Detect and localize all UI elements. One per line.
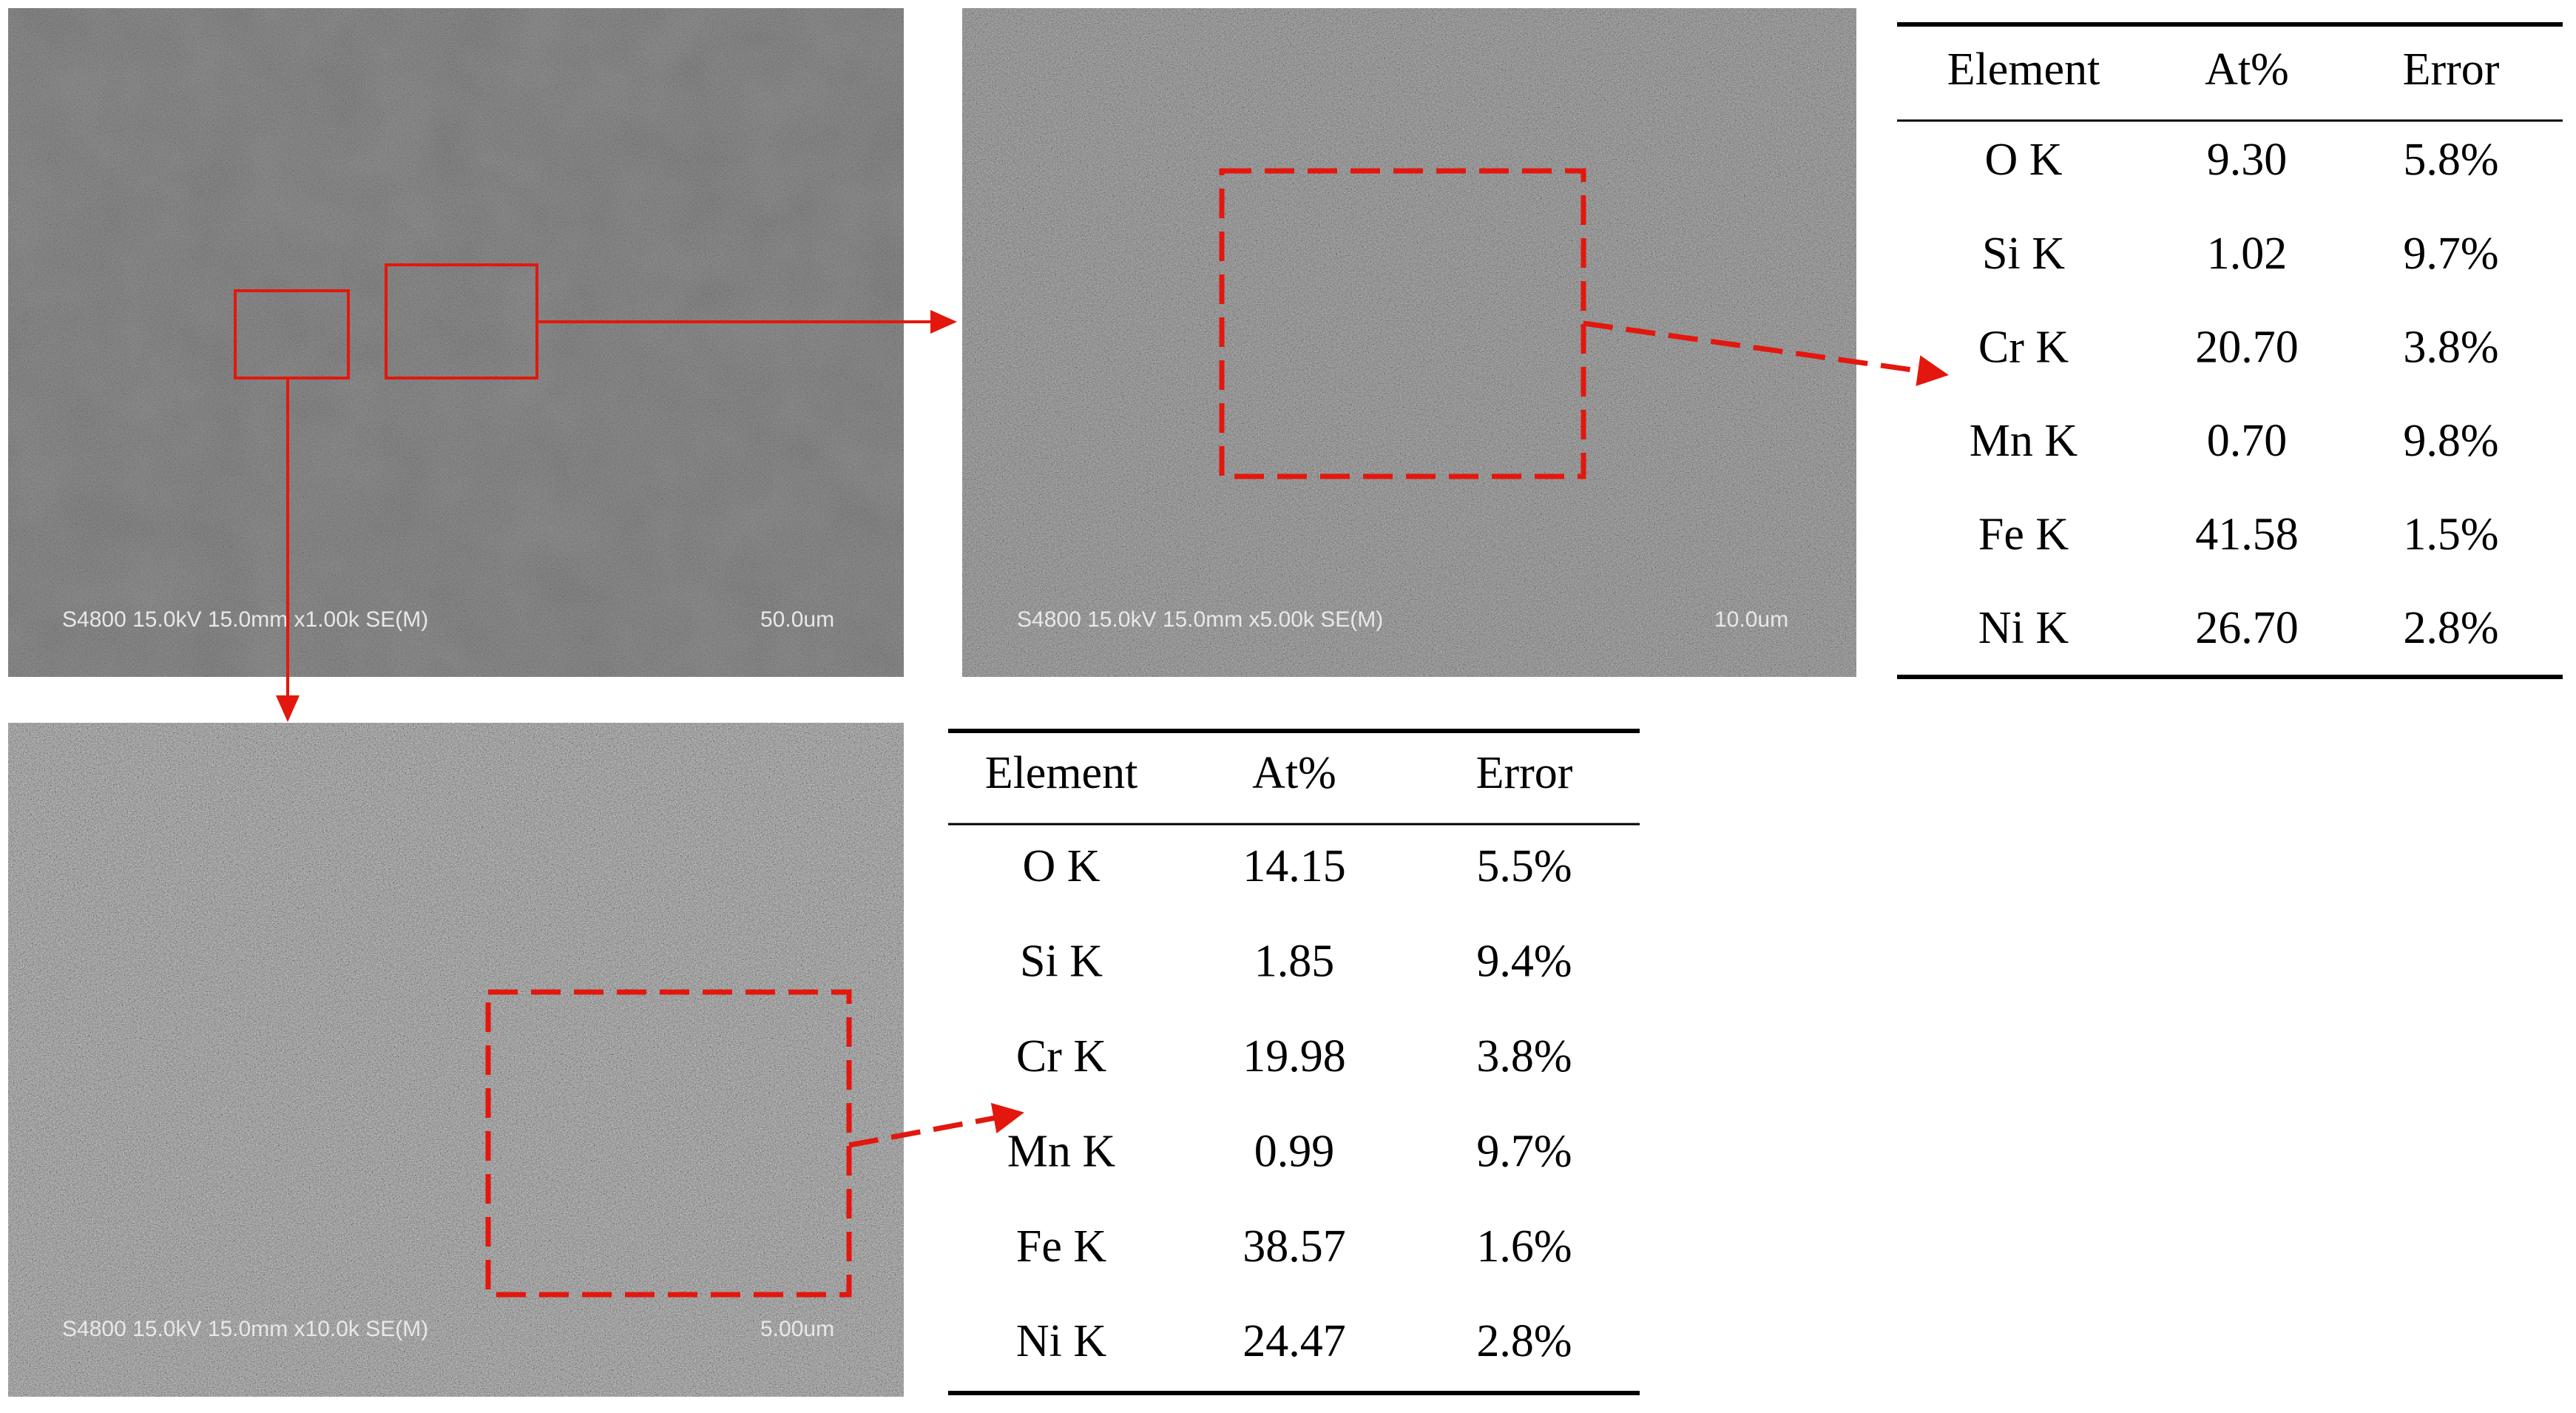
- table-cell: 19.98: [1243, 1031, 1346, 1082]
- table-cell: 1.6%: [1476, 1221, 1572, 1272]
- sem-image: S4800 15.0kV 15.0mm x1.00k SE(M) 50.0um: [8, 8, 904, 677]
- sem-image: S4800 15.0kV 15.0mm x5.00k SE(M) 10.0um: [962, 8, 1856, 677]
- table-cell: 5.8%: [2403, 135, 2498, 185]
- table-cell: Mn K: [1007, 1126, 1116, 1176]
- table-cell: 9.7%: [2403, 229, 2498, 279]
- table-cell: 41.58: [2195, 510, 2299, 560]
- table-cell: 0.70: [2207, 416, 2288, 466]
- table-cell: Ni K: [1016, 1316, 1107, 1366]
- table-cell: 14.15: [1243, 841, 1346, 891]
- table-cell: 9.4%: [1476, 937, 1572, 987]
- table-cell: O K: [1984, 135, 2062, 185]
- sem-scale: 50.0um: [760, 607, 834, 632]
- table-cell: Ni K: [1978, 603, 2069, 653]
- table-rules: [948, 22, 2563, 1395]
- table-cell: 0.99: [1254, 1126, 1335, 1176]
- table-cell: Cr K: [1016, 1031, 1107, 1082]
- table-cell: Si K: [1982, 229, 2065, 279]
- table-cell: 20.70: [2195, 322, 2299, 372]
- sem-label: S4800 15.0kV 15.0mm x1.00k SE(M): [62, 607, 428, 632]
- table-cell: Si K: [1020, 937, 1103, 987]
- table-cell: 26.70: [2195, 603, 2299, 653]
- table-cell: Fe K: [1016, 1221, 1107, 1272]
- table-cell: 1.5%: [2403, 510, 2498, 560]
- table-cell: 5.5%: [1476, 841, 1572, 891]
- table-header: Element: [985, 748, 1138, 798]
- annotations: [234, 168, 1949, 1298]
- sem-scale: 10.0um: [1714, 607, 1788, 632]
- table-cell: O K: [1022, 841, 1100, 891]
- table-header: At%: [2205, 44, 2289, 95]
- table-cell: 24.47: [1243, 1316, 1346, 1366]
- table-cell: 9.30: [2207, 135, 2288, 185]
- table-header: Error: [1476, 748, 1573, 798]
- table-cell: 2.8%: [1476, 1316, 1572, 1366]
- table-cell: 38.57: [1243, 1221, 1346, 1272]
- table-cell: 9.7%: [1476, 1126, 1572, 1176]
- table-cell: 3.8%: [1476, 1031, 1572, 1082]
- sem-label: S4800 15.0kV 15.0mm x5.00k SE(M): [1017, 607, 1383, 632]
- sem-label: S4800 15.0kV 15.0mm x10.0k SE(M): [62, 1317, 428, 1341]
- table-cell: 9.8%: [2403, 416, 2498, 466]
- tables: Element At% Error O K 9.30 5.8% Si K 1.02 9.7% Cr…: [985, 44, 2500, 1366]
- table-cell: Fe K: [1978, 510, 2069, 560]
- table-cell: 3.8%: [2403, 322, 2498, 372]
- table-cell: 2.8%: [2403, 603, 2498, 653]
- table-cell: 1.02: [2207, 229, 2288, 279]
- table-cell: 1.85: [1254, 937, 1335, 987]
- table-header: Error: [2403, 44, 2500, 95]
- table-cell: Cr K: [1978, 322, 2069, 372]
- table-header: Element: [1947, 44, 2100, 95]
- table-header: At%: [1252, 748, 1336, 798]
- table-cell: Mn K: [1970, 416, 2078, 466]
- sem-image: S4800 15.0kV 15.0mm x10.0k SE(M) 5.00um: [8, 723, 904, 1397]
- sem-scale: 5.00um: [760, 1317, 834, 1341]
